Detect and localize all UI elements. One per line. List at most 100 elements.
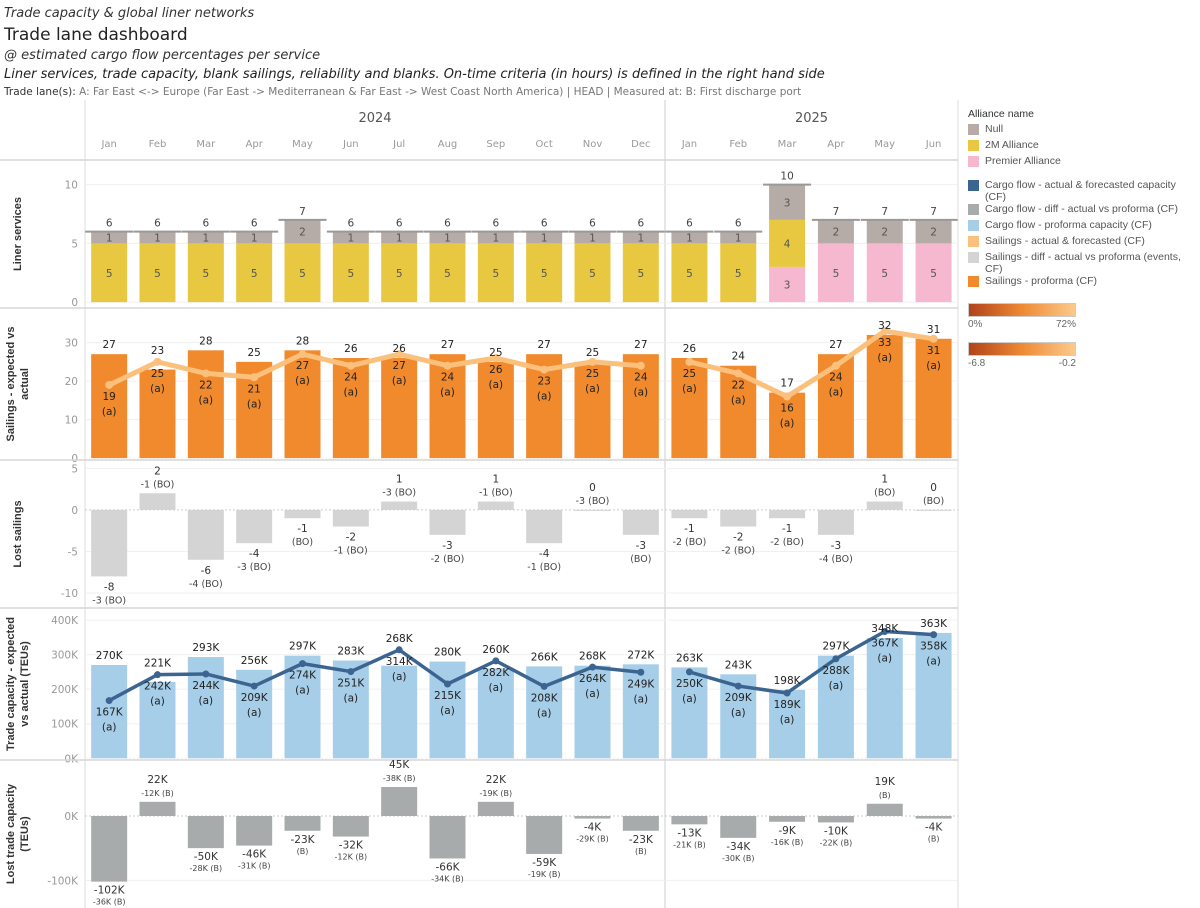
bar-segment: [332, 243, 369, 303]
actual-marker-label: (a): [585, 688, 600, 700]
segment-label: 5: [251, 268, 258, 280]
actual-marker-label: (a): [731, 707, 746, 719]
legend-item[interactable]: Premier Alliance: [968, 155, 1196, 171]
bar-sub-label: -2 (BO): [721, 546, 755, 557]
month-label: Jan: [100, 139, 116, 150]
legend-item[interactable]: Sailings - proforma (CF): [968, 275, 1196, 291]
bar-value-label: 27: [441, 339, 454, 351]
bar-sub-label: -16K (B): [771, 838, 804, 847]
total-label: 7: [299, 206, 306, 218]
bar-value-label: 363K: [920, 618, 948, 630]
legend-label: Premier Alliance: [985, 155, 1061, 167]
bar-value-label: 243K: [725, 659, 753, 671]
y-tick-label: 0: [71, 453, 78, 465]
actual-marker-label: (a): [489, 379, 504, 391]
month-label: Sep: [486, 139, 505, 150]
bar-segment: [139, 231, 176, 244]
bar-segment: [915, 243, 952, 303]
axis-title: Sailings - expected vs: [5, 327, 17, 442]
legend-label: Sailings - diff - actual vs proforma (ev…: [985, 251, 1181, 275]
bar-value-label: 297K: [289, 641, 317, 653]
bar-segment: [769, 266, 806, 303]
bar-value-label: -3: [831, 540, 841, 552]
bar-sub-label: -28K (B): [190, 864, 223, 873]
y-tick-label: 10: [65, 415, 78, 427]
line-value-label: 25: [586, 368, 599, 380]
bar: [915, 338, 952, 459]
bar: [526, 815, 563, 854]
series-line: [688, 328, 934, 400]
bar-sub-label: -4 (BO): [189, 579, 223, 590]
legend-item[interactable]: Sailings - actual & forecasted (CF): [968, 235, 1196, 251]
bar: [574, 815, 611, 819]
bar-value-label: -4: [249, 548, 260, 560]
total-label: 6: [396, 218, 403, 230]
line-point: [250, 682, 258, 690]
legend-swatch: [968, 124, 979, 135]
bar: [817, 509, 854, 535]
bar-value-label: -9K: [778, 825, 796, 837]
segment-label: 5: [396, 268, 403, 280]
legend-item[interactable]: Cargo flow - proforma capacity (CF): [968, 219, 1196, 235]
bar-value-label: 268K: [386, 633, 414, 645]
bar-sub-label: -34K (B): [431, 874, 464, 883]
year-label: 2025: [795, 111, 828, 126]
bar: [671, 815, 708, 825]
y-tick-label: 300K: [51, 650, 79, 662]
bar-sub-label: -1 (BO): [479, 488, 513, 499]
bar-sub-label: -36K (B): [93, 898, 126, 907]
segment-label: 5: [589, 268, 596, 280]
line-value-label: 22: [199, 379, 212, 391]
line-point: [492, 657, 500, 665]
bar-value-label: 22K: [147, 774, 168, 786]
line-value-label: 244K: [192, 680, 220, 692]
legend-item[interactable]: Cargo flow - diff - actual vs proforma (…: [968, 203, 1196, 219]
bar-value-label: 28: [296, 335, 309, 347]
total-label: 7: [930, 206, 937, 218]
legend-item[interactable]: 2M Alliance: [968, 139, 1196, 155]
line-point: [734, 369, 743, 378]
bar: [332, 509, 369, 527]
line-value-label: 249K: [627, 678, 655, 690]
actual-marker-label: (a): [247, 398, 262, 410]
line-value-label: 22: [732, 379, 745, 391]
segment-label: 3: [784, 280, 791, 292]
bar-sub-label: -3 (BO): [576, 496, 610, 507]
segment-label: 3: [784, 197, 791, 209]
line-value-label: 264K: [579, 673, 607, 685]
bar-value-label: 27: [102, 339, 115, 351]
segment-label: 5: [735, 268, 742, 280]
actual-marker-label: (a): [247, 707, 262, 719]
bar-value-label: 25: [247, 347, 260, 359]
bar-value-label: 293K: [192, 642, 220, 654]
bar: [91, 509, 128, 577]
total-label: 6: [492, 218, 499, 230]
gradient-max: -0.2: [1058, 358, 1076, 369]
y-tick-label: 5: [71, 238, 78, 250]
bar: [91, 354, 128, 459]
legend-item[interactable]: Cargo flow - actual & forecasted capacit…: [968, 179, 1196, 203]
bar: [284, 509, 321, 519]
legend-item[interactable]: Null: [968, 123, 1196, 139]
bar-value-label: -23K: [629, 834, 654, 846]
segment-label: 5: [930, 268, 937, 280]
actual-marker-label: (a): [731, 394, 746, 406]
line-value-label: 24: [634, 372, 648, 384]
month-label: Aug: [438, 139, 458, 150]
bar: [139, 493, 176, 510]
bar: [332, 815, 369, 837]
bar: [477, 361, 514, 459]
bar-sub-label: -1 (BO): [141, 479, 175, 490]
total-label: 6: [202, 218, 209, 230]
series-line: [108, 351, 642, 388]
bar-sub-label: -3 (BO): [237, 562, 271, 573]
line-point: [347, 668, 355, 676]
bar-segment: [817, 219, 854, 244]
line-point: [880, 327, 889, 336]
legend-item[interactable]: Sailings - diff - actual vs proforma (ev…: [968, 251, 1196, 275]
segment-label: 5: [637, 268, 644, 280]
bar-value-label: 198K: [774, 675, 802, 687]
bar-segment: [817, 243, 854, 303]
bar-value-label: -34K: [726, 841, 751, 853]
bar: [91, 665, 128, 759]
